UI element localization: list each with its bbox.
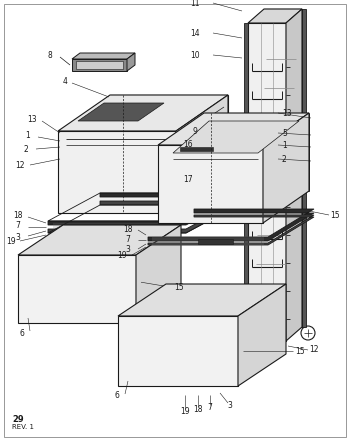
Text: 5: 5 [282, 128, 287, 138]
Text: 8: 8 [48, 52, 52, 60]
Polygon shape [48, 201, 238, 233]
Polygon shape [176, 95, 228, 213]
Text: 7: 7 [15, 221, 20, 231]
Polygon shape [108, 226, 138, 231]
Polygon shape [286, 9, 302, 341]
Text: 13: 13 [282, 108, 292, 117]
Text: 19: 19 [117, 251, 127, 261]
Polygon shape [18, 225, 181, 255]
Text: 3: 3 [126, 246, 131, 254]
Text: 13: 13 [27, 115, 37, 123]
Text: 18: 18 [193, 404, 203, 414]
Text: 7: 7 [208, 403, 212, 411]
Polygon shape [248, 9, 302, 23]
Text: 10: 10 [190, 51, 200, 60]
Polygon shape [198, 239, 233, 244]
Polygon shape [18, 255, 136, 323]
Polygon shape [158, 113, 309, 145]
Text: 11: 11 [190, 0, 200, 7]
Text: REV. 1: REV. 1 [12, 424, 34, 430]
Polygon shape [58, 95, 228, 131]
Text: 29: 29 [12, 415, 24, 423]
Polygon shape [148, 209, 314, 241]
Polygon shape [78, 103, 164, 121]
Polygon shape [158, 145, 263, 223]
Polygon shape [263, 113, 309, 223]
Text: 12: 12 [15, 161, 25, 169]
Text: 19: 19 [6, 236, 16, 246]
Text: 16: 16 [183, 140, 193, 149]
Polygon shape [118, 316, 238, 386]
Polygon shape [238, 284, 286, 386]
Text: 12: 12 [309, 345, 318, 355]
Text: 15: 15 [174, 283, 184, 292]
Polygon shape [76, 61, 123, 69]
Polygon shape [204, 133, 219, 137]
Text: 2: 2 [282, 154, 287, 164]
Text: 7: 7 [126, 235, 131, 244]
Text: 17: 17 [183, 175, 193, 184]
Polygon shape [127, 53, 135, 71]
Polygon shape [244, 23, 248, 341]
Polygon shape [173, 121, 299, 153]
Polygon shape [48, 193, 238, 225]
Text: 6: 6 [114, 392, 119, 400]
Polygon shape [248, 23, 286, 341]
Polygon shape [118, 284, 286, 316]
Text: 2: 2 [24, 145, 28, 153]
Text: 3: 3 [228, 400, 232, 410]
Text: 15: 15 [330, 210, 339, 220]
Text: 19: 19 [180, 407, 190, 415]
Text: 1: 1 [26, 131, 30, 141]
Polygon shape [204, 137, 214, 199]
Polygon shape [58, 131, 176, 213]
Polygon shape [264, 9, 302, 327]
Text: 18: 18 [123, 224, 133, 233]
Text: 18: 18 [13, 212, 23, 220]
Text: 4: 4 [63, 76, 68, 86]
Text: 3: 3 [15, 232, 20, 242]
Polygon shape [72, 53, 135, 59]
Polygon shape [180, 147, 213, 151]
Polygon shape [214, 133, 219, 199]
Polygon shape [302, 9, 306, 327]
Text: 9: 9 [193, 127, 197, 136]
Text: 15: 15 [295, 347, 304, 355]
Polygon shape [148, 215, 314, 245]
Polygon shape [72, 59, 127, 71]
Text: 14: 14 [190, 29, 200, 37]
Text: 1: 1 [282, 141, 287, 149]
Text: 6: 6 [20, 329, 25, 337]
Polygon shape [136, 225, 181, 323]
